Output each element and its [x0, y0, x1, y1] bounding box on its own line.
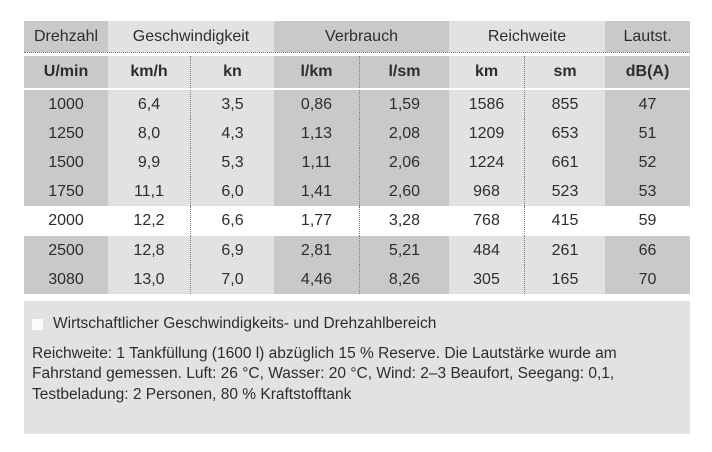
unit-header-l-km: l/km — [274, 56, 359, 88]
group-header-geschwindigkeit: Geschwindigkeit — [108, 21, 274, 52]
cell-l-sm: 5,21 — [359, 236, 449, 265]
cell-u-min: 1750 — [24, 177, 108, 206]
white-separator — [24, 88, 691, 90]
cell-km: 968 — [449, 177, 524, 206]
cell-l-sm: 2,60 — [359, 177, 449, 206]
cell-km: 484 — [449, 236, 524, 265]
group-header-drehzahl: Drehzahl — [24, 21, 108, 52]
cell-kn: 6,0 — [190, 177, 274, 206]
cell-u-min: 2000 — [24, 206, 108, 236]
cell-kn: 6,6 — [190, 206, 274, 236]
cell-km: 1224 — [449, 148, 524, 177]
cell-db-a: 47 — [605, 90, 691, 119]
cell-sm: 415 — [524, 206, 606, 236]
cell-db-a: 52 — [605, 148, 691, 177]
cell-sm: 653 — [524, 119, 606, 148]
cell-db-a: 66 — [605, 236, 691, 265]
cell-kn: 5,3 — [190, 148, 274, 177]
cell-u-min: 2500 — [24, 236, 108, 265]
economical-range-swatch — [32, 318, 43, 330]
cell-km-h: 6,4 — [108, 90, 190, 119]
white-separator-line — [24, 88, 691, 90]
cell-l-km: 0,86 — [274, 90, 359, 119]
cell-l-km: 4,46 — [274, 265, 359, 294]
cell-kn: 7,0 — [190, 265, 274, 294]
group-header-row: Drehzahl Geschwindigkeit Verbrauch Reichwei… — [24, 21, 691, 52]
table-row-1750: 1750 11,1 6,0 1,41 2,60 968 523 53 — [24, 177, 691, 206]
table-row-1500: 1500 9,9 5,3 1,11 2,06 1224 661 52 — [24, 148, 691, 177]
cell-u-min: 1250 — [24, 119, 108, 148]
table-row-1250: 1250 8,0 4,3 1,13 2,08 1209 653 51 — [24, 119, 691, 148]
table-row-2000: 2000 12,2 6,6 1,77 3,28 768 415 59 — [24, 206, 691, 236]
unit-header-kn: kn — [190, 56, 274, 88]
unit-header-db-a: dB(A) — [605, 56, 691, 88]
group-header-lautst: Lautst. — [605, 21, 691, 52]
unit-header-l-sm: l/sm — [359, 56, 449, 88]
table-row-2500: 2500 12,8 6,9 2,81 5,21 484 261 66 — [24, 236, 691, 265]
cell-kn: 4,3 — [190, 119, 274, 148]
cell-l-km: 1,11 — [274, 148, 359, 177]
cell-kn: 6,9 — [190, 236, 274, 265]
cell-km-h: 13,0 — [108, 265, 190, 294]
cell-km-h: 12,8 — [108, 236, 190, 265]
cell-u-min: 1500 — [24, 148, 108, 177]
cell-l-km: 1,41 — [274, 177, 359, 206]
cell-db-a: 51 — [605, 119, 691, 148]
cell-l-km: 2,81 — [274, 236, 359, 265]
cell-db-a: 70 — [605, 265, 691, 294]
footer-notes: Wirtschaftlicher Geschwindigkeits- und D… — [24, 301, 690, 434]
table-row-3080: 3080 13,0 7,0 4,46 8,26 305 165 70 — [24, 265, 691, 294]
cell-sm: 855 — [524, 90, 606, 119]
cell-l-sm: 2,06 — [359, 148, 449, 177]
unit-header-km: km — [449, 56, 524, 88]
group-header-verbrauch: Verbrauch — [274, 21, 449, 52]
cell-km: 1209 — [449, 119, 524, 148]
cell-kn: 3,5 — [190, 90, 274, 119]
table-row-1000: 1000 6,4 3,5 0,86 1,59 1586 855 47 — [24, 90, 691, 119]
unit-header-row: U/min km/h kn l/km l/sm km sm dB(A) — [24, 56, 691, 88]
table-head: Drehzahl Geschwindigkeit Verbrauch Reichwei… — [24, 21, 691, 90]
cell-km-h: 9,9 — [108, 148, 190, 177]
cell-u-min: 1000 — [24, 90, 108, 119]
cell-km: 1586 — [449, 90, 524, 119]
cell-db-a: 53 — [605, 177, 691, 206]
table-body: 1000 6,4 3,5 0,86 1,59 1586 855 47 1250 8,0 4,3 1,1… — [24, 90, 691, 294]
unit-header-sm: sm — [524, 56, 606, 88]
cell-l-sm: 2,08 — [359, 119, 449, 148]
cell-l-km: 1,13 — [274, 119, 359, 148]
cell-km-h: 8,0 — [108, 119, 190, 148]
cell-l-sm: 1,59 — [359, 90, 449, 119]
cell-sm: 165 — [524, 265, 606, 294]
cell-l-sm: 3,28 — [359, 206, 449, 236]
cell-km: 305 — [449, 265, 524, 294]
cell-u-min: 3080 — [24, 265, 108, 294]
unit-header-km-h: km/h — [108, 56, 190, 88]
cell-km: 768 — [449, 206, 524, 236]
legend-label: Wirtschaftlicher Geschwindigkeits- und D… — [53, 315, 437, 332]
dotted-separator — [24, 52, 691, 56]
dotted-separator-line — [24, 52, 691, 56]
cell-l-km: 1,77 — [274, 206, 359, 236]
test-conditions-note: Reichweite: 1 Tankfüllung (1600 l) abzüg… — [32, 344, 617, 404]
cell-l-sm: 8,26 — [359, 265, 449, 294]
unit-header-u-min: U/min — [24, 56, 108, 88]
group-header-reichweite: Reichweite — [449, 21, 606, 52]
legend: Wirtschaftlicher Geschwindigkeits- und D… — [32, 315, 680, 334]
cell-sm: 261 — [524, 236, 606, 265]
performance-table: Drehzahl Geschwindigkeit Verbrauch Reichwei… — [24, 21, 691, 294]
cell-sm: 523 — [524, 177, 606, 206]
cell-km-h: 12,2 — [108, 206, 190, 236]
cell-km-h: 11,1 — [108, 177, 190, 206]
cell-db-a: 59 — [605, 206, 691, 236]
cell-sm: 661 — [524, 148, 606, 177]
